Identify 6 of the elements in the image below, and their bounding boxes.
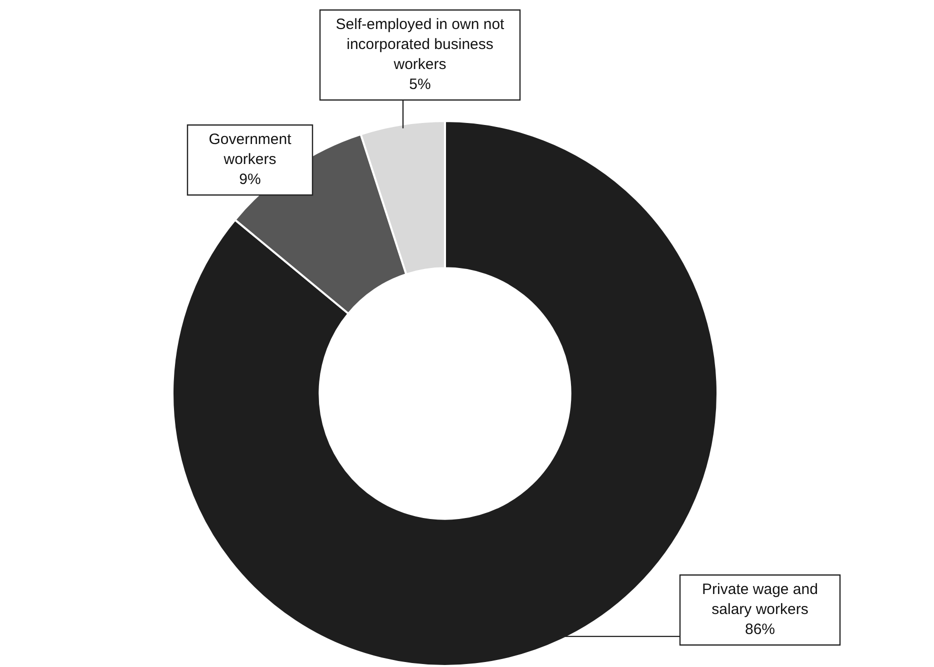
slice-label: Government workers bbox=[208, 131, 292, 168]
data-label: 5% bbox=[409, 76, 431, 94]
data-label: 9% bbox=[239, 171, 261, 188]
slice-label: Self-employed in own not incorporated business workers bbox=[336, 16, 506, 74]
slice-label: Private wage and salary workers bbox=[702, 581, 818, 618]
data-label: 86% bbox=[744, 621, 776, 638]
